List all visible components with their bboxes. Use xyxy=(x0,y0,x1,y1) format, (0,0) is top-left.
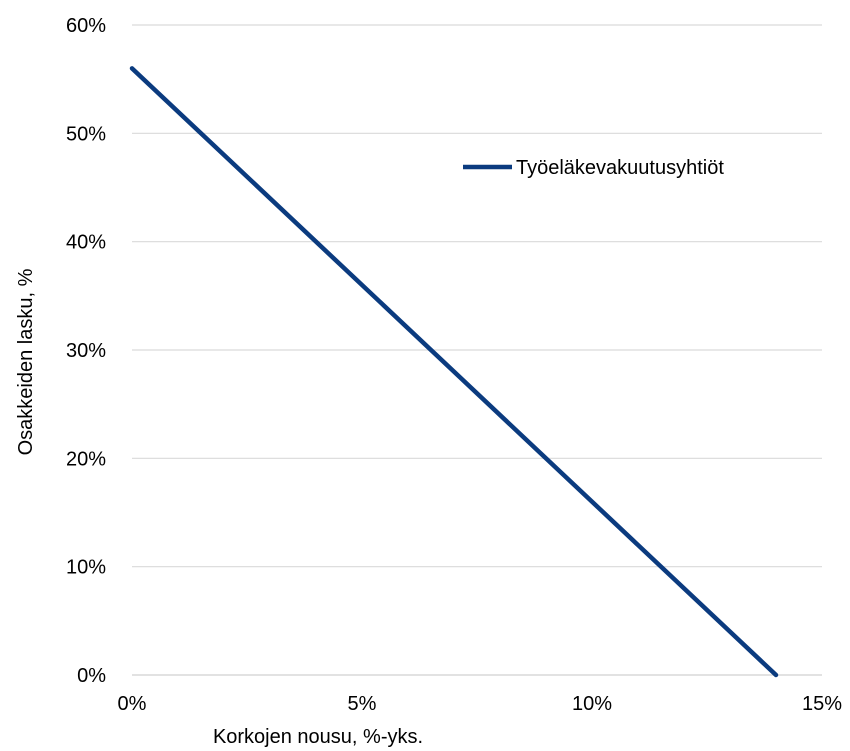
x-tick-label: 10% xyxy=(572,693,612,715)
y-tick-label: 30% xyxy=(66,340,106,362)
x-axis-label: Korkojen nousu, %-yks. xyxy=(213,726,423,748)
y-tick-label: 40% xyxy=(66,232,106,254)
gridlines xyxy=(132,24,822,568)
legend-label: Työeläkevakuutusyhtiöt xyxy=(516,157,724,179)
series-line xyxy=(129,66,779,678)
y-tick-label: 50% xyxy=(66,123,106,145)
y-tick-label: 0% xyxy=(77,665,106,687)
x-tick-label: 0% xyxy=(118,693,147,715)
y-axis-label: Osakkeiden lasku, % xyxy=(15,268,37,455)
y-tick-labels: 0% 10% 20% 30% 40% 50% 60% xyxy=(66,15,106,687)
legend: Työeläkevakuutusyhtiöt xyxy=(463,157,724,179)
y-tick-label: 20% xyxy=(66,448,106,470)
y-tick-label: 10% xyxy=(66,557,106,579)
x-tick-labels: 0% 5% 10% 15% xyxy=(118,693,843,715)
y-tick-label: 60% xyxy=(66,15,106,37)
x-tick-label: 5% xyxy=(348,693,377,715)
x-tick-label: 15% xyxy=(802,693,842,715)
series-lines xyxy=(129,66,779,678)
